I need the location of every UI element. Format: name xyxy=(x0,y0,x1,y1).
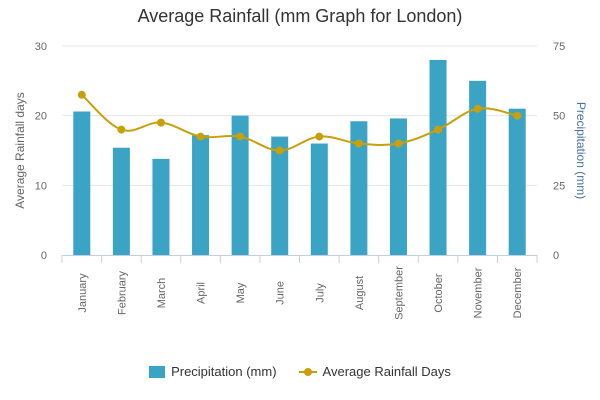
line-point xyxy=(196,132,205,141)
x-tick-label: September xyxy=(393,266,405,320)
line-point xyxy=(315,132,324,141)
legend-label-precipitation: Precipitation (mm) xyxy=(171,364,277,379)
bar xyxy=(192,135,210,255)
x-tick-label: June xyxy=(275,281,287,305)
line-point xyxy=(394,139,403,148)
x-tick-label: December xyxy=(512,267,524,318)
x-tick-label: April xyxy=(196,282,208,304)
chart-title: Average Rainfall (mm Graph for London) xyxy=(137,6,463,26)
y-left-axis-label: Average Rainfall days xyxy=(13,92,27,209)
line-point xyxy=(354,139,363,148)
line-point xyxy=(77,90,86,99)
y-right-tick-label: 50 xyxy=(553,111,565,123)
x-tick-label: July xyxy=(314,283,326,303)
x-tick-label: August xyxy=(354,276,366,310)
legend-line-swatch xyxy=(298,366,317,378)
line-point xyxy=(275,146,284,155)
bar xyxy=(152,158,170,255)
x-tick-label: January xyxy=(77,273,89,313)
series-line xyxy=(81,94,518,152)
y-right-axis-label: Precipitation (mm) xyxy=(574,102,588,199)
bar xyxy=(350,121,368,256)
x-tick-label: November xyxy=(473,267,485,318)
line-point xyxy=(156,118,165,127)
y-right-tick-label: 0 xyxy=(553,250,559,262)
bar xyxy=(73,111,91,255)
bar xyxy=(231,115,249,256)
y-left-tick-label: 10 xyxy=(35,180,47,192)
x-tick-label: May xyxy=(235,282,247,303)
line-point xyxy=(117,125,126,134)
line-point xyxy=(513,111,522,120)
y-left-tick-label: 30 xyxy=(35,41,47,53)
bar xyxy=(112,147,130,255)
x-tick-label: March xyxy=(156,278,168,309)
legend-label-rainfall-days: Average Rainfall Days xyxy=(322,364,451,379)
bar xyxy=(389,118,407,255)
bar xyxy=(310,143,328,255)
y-left-tick-label: 20 xyxy=(35,111,47,123)
y-right-tick-label: 25 xyxy=(553,180,565,192)
bar xyxy=(508,108,526,255)
line-point xyxy=(434,125,443,134)
legend-item-precipitation[interactable]: Precipitation (mm) xyxy=(149,364,277,379)
legend-item-rainfall-days[interactable]: Average Rainfall Days xyxy=(298,364,451,379)
line-point xyxy=(236,132,245,141)
y-left-tick-label: 0 xyxy=(41,250,47,262)
legend: Precipitation (mm) Average Rainfall Days xyxy=(0,364,600,379)
legend-bar-swatch xyxy=(149,365,166,378)
bar xyxy=(469,80,487,255)
line-point xyxy=(473,104,482,113)
x-tick-label: October xyxy=(433,273,445,312)
y-right-tick-label: 75 xyxy=(553,41,565,53)
bar xyxy=(271,136,289,255)
bar xyxy=(429,59,447,255)
x-tick-label: February xyxy=(116,270,128,315)
